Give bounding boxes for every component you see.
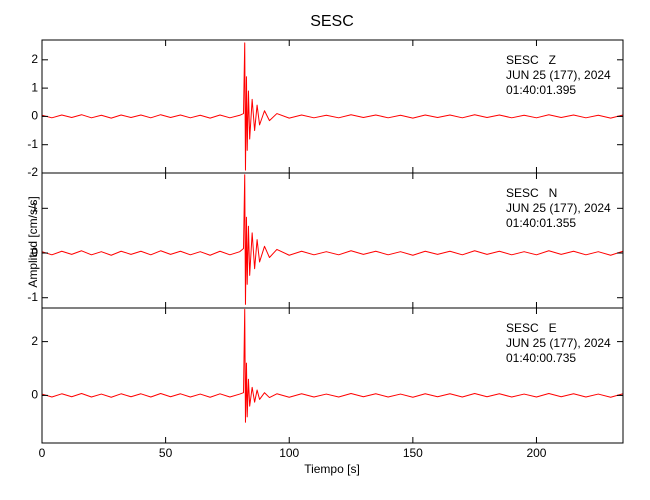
station-annotation: 01:40:00.735 xyxy=(506,351,576,365)
station-annotation: SESC E xyxy=(506,321,557,335)
y-tick-label: 0 xyxy=(31,388,38,402)
y-tick-label: -1 xyxy=(27,290,38,304)
y-tick-label: 2 xyxy=(31,52,38,66)
chart-title: SESC xyxy=(310,13,354,30)
y-tick-label: 1 xyxy=(31,80,38,94)
y-tick-label: -2 xyxy=(27,165,38,179)
x-axis-label: Tiempo [s] xyxy=(304,462,360,476)
station-annotation: JUN 25 (177), 2024 xyxy=(506,68,611,82)
station-annotation: 01:40:01.355 xyxy=(506,216,576,230)
x-tick-label: 100 xyxy=(279,446,299,460)
x-tick-label: 200 xyxy=(526,446,546,460)
y-tick-label: 2 xyxy=(31,334,38,348)
station-annotation: SESC N xyxy=(506,186,557,200)
panel-frame xyxy=(41,307,624,444)
y-tick-label: 0 xyxy=(31,109,38,123)
x-tick-label: 50 xyxy=(159,446,173,460)
y-tick-label: -1 xyxy=(27,137,38,151)
x-tick-label: 0 xyxy=(39,446,46,460)
station-annotation: JUN 25 (177), 2024 xyxy=(506,201,611,215)
station-annotation: SESC Z xyxy=(506,53,556,67)
y-tick-label: 1 xyxy=(31,200,38,214)
waveform xyxy=(41,174,624,305)
y-axis-label: Amplitud [cm/s/s] xyxy=(26,196,40,287)
x-tick-label: 150 xyxy=(403,446,423,460)
station-annotation: 01:40:01.395 xyxy=(506,83,576,97)
waveform xyxy=(41,42,624,171)
waveform xyxy=(41,308,624,423)
station-annotation: JUN 25 (177), 2024 xyxy=(506,336,611,350)
y-tick-label: 0 xyxy=(31,245,38,259)
